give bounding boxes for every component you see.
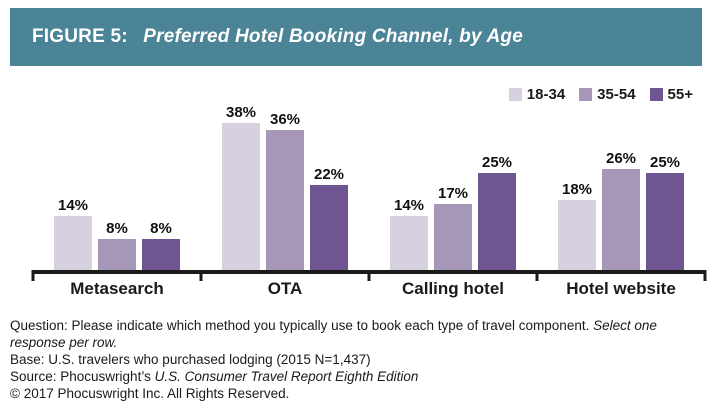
x-axis-category-labels: Metasearch OTA Calling hotel Hotel website [33,274,705,299]
category-label-ota: OTA [267,279,303,298]
bar-value-label: 18% [561,181,593,198]
footnote-line-1: Question: Please indicate which method y… [10,317,702,351]
footnote-segment: Source: Phocuswright’s [10,369,155,384]
bar-group-metasearch: 14% 8% 8% [33,198,201,270]
footnotes: Question: Please indicate which method y… [10,317,702,402]
bar-ota-35-54 [266,130,304,270]
bar-value-label: 25% [481,154,513,171]
figure-title: Preferred Hotel Booking Channel, by Age [143,26,524,47]
bar-hotel-website-35-54 [602,169,640,270]
bar-column: 22% [310,167,348,270]
footnote-italic-segment: Select one response per row. [10,318,657,350]
category-label-hotel-website: Hotel website [566,279,676,298]
bar-metasearch-18-34 [54,216,92,270]
bar-column: 36% [266,112,304,270]
bar-value-label: 22% [313,166,345,183]
legend-label: 35-54 [597,86,636,103]
bar-group-calling-hotel: 14% 17% 25% [369,155,537,270]
bar-group-ota: 38% 36% 22% [201,105,369,270]
axis-tick [535,270,539,281]
legend-item-18-34: 18-34 [508,86,566,103]
bar-ota-18-34 [222,123,260,270]
bar-value-label: 8% [106,220,128,237]
x-axis-line [31,270,707,281]
bar-ota-55+ [310,185,348,270]
axis-tick [367,270,371,281]
legend-label: 18-34 [526,86,566,103]
bar-column: 8% [142,221,180,270]
bar-column: 38% [222,105,260,270]
bar-metasearch-55+ [142,239,180,270]
bar-column: 14% [54,198,92,270]
legend-item-35-54: 35-54 [579,86,636,103]
bar-calling-hotel-55+ [478,173,516,270]
bar-column: 18% [558,182,596,270]
bar-value-label: 25% [649,154,681,171]
footnote-line-4: © 2017 Phocuswright Inc. All Rights Rese… [10,385,702,402]
footnote-line-3: Source: Phocuswright’s U.S. Consumer Tra… [10,368,702,385]
figure-number-label: FIGURE 5: [32,26,134,47]
bar-value-label: 8% [150,220,172,237]
bar-value-label: 26% [605,150,637,167]
bar-group-hotel-website: 18% 26% 25% [537,151,705,270]
footnote-segment: Question: Please indicate which method y… [10,318,594,333]
bar-value-label: 14% [393,197,425,214]
category-label-metasearch: Metasearch [70,279,164,298]
chart-plot-area: 14% 8% 8% 38% 36% 22% 14% 17% 25% 18% 26% 25% [33,100,705,270]
footnote-line-2: Base: U.S. travelers who purchased lodgi… [10,351,702,368]
bar-metasearch-35-54 [98,239,136,270]
bar-value-label: 36% [269,111,301,128]
axis-tick [703,270,707,281]
legend-label: 55+ [667,86,693,103]
category-label-calling-hotel: Calling hotel [402,279,504,298]
bar-column: 26% [602,151,640,270]
bar-column: 14% [390,198,428,270]
bar-column: 25% [478,155,516,270]
bar-hotel-website-55+ [646,173,684,270]
figure-header: FIGURE 5: Preferred Hotel Booking Channe… [10,8,702,66]
bar-calling-hotel-18-34 [390,216,428,270]
bar-hotel-website-18-34 [558,200,596,270]
legend-swatch-icon [649,88,663,101]
axis-tick [199,270,203,281]
chart-legend: 18-34 35-54 55+ [508,86,693,103]
bar-column: 17% [434,186,472,270]
bar-chart: 18-34 35-54 55+ 14% 8% 8% 38% 36% 22% 14% 17% 25% 1… [33,66,705,270]
footnote-italic-segment: U.S. Consumer Travel Report Eighth Editi… [154,369,419,384]
bar-calling-hotel-35-54 [434,204,472,270]
legend-swatch-icon [508,88,522,101]
footnote-segment: Base: U.S. travelers who purchased lodgi… [10,352,371,367]
bar-column: 8% [98,221,136,270]
bar-value-label: 17% [437,185,469,202]
bar-column: 25% [646,155,684,270]
legend-item-55+: 55+ [649,86,693,103]
axis-tick [31,270,35,281]
footnote-segment: © 2017 Phocuswright Inc. All Rights Rese… [10,386,290,401]
legend-swatch-icon [579,88,593,101]
bar-value-label: 14% [57,197,89,214]
bar-value-label: 38% [225,104,257,121]
